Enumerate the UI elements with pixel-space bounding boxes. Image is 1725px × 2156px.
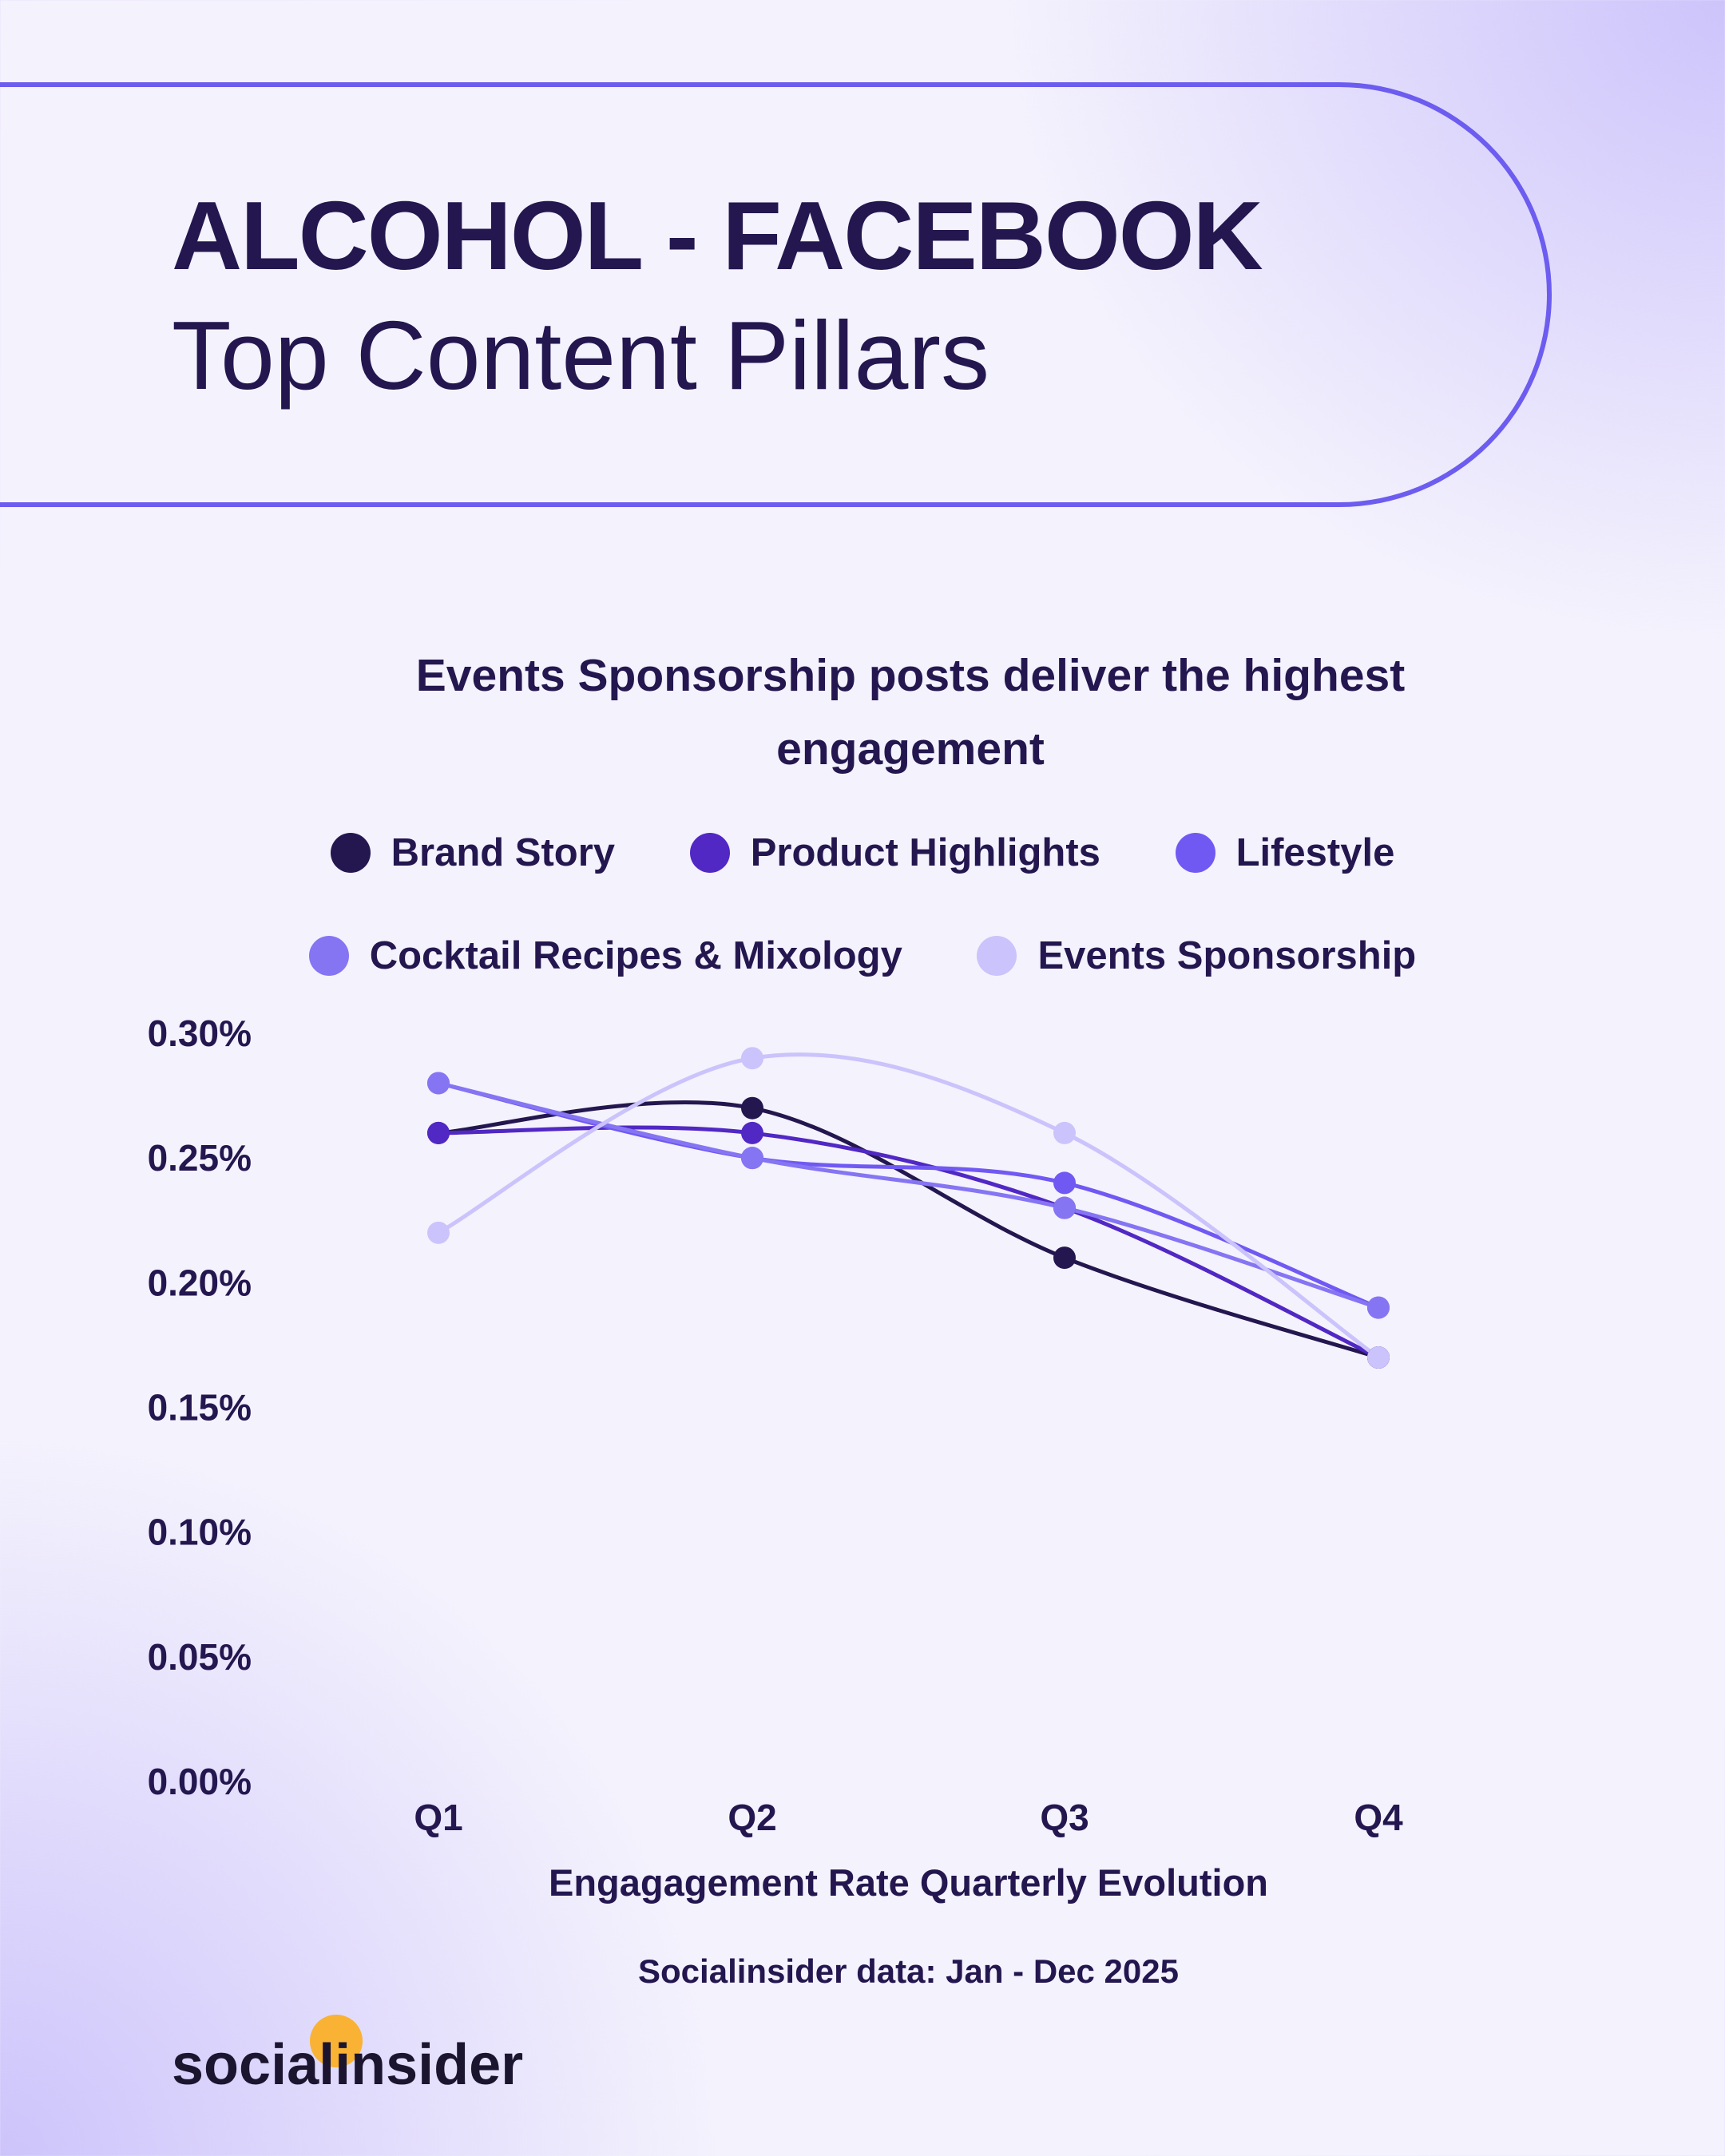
x-tick-label: Q2	[728, 1797, 776, 1838]
legend-label: Events Sponsorship	[1037, 934, 1417, 977]
legend-item-cocktail-recipes: Cocktail Recipes & Mixology	[308, 933, 902, 978]
legend-dot-icon	[330, 833, 371, 873]
legend-item-brand-story: Brand Story	[330, 830, 616, 875]
data-point	[1367, 1296, 1390, 1319]
y-tick-label: 0.00%	[148, 1761, 252, 1802]
header-frame	[0, 82, 1552, 507]
legend-item-lifestyle: Lifestyle	[1175, 830, 1395, 875]
data-point	[427, 1221, 450, 1244]
data-point	[1053, 1171, 1076, 1195]
data-point	[741, 1121, 763, 1144]
page-title: ALCOHOL - FACEBOOK	[172, 181, 1263, 290]
data-point	[1367, 1346, 1390, 1369]
chart-title: Events Sponsorship posts deliver the hig…	[415, 650, 1406, 775]
y-tick-label: 0.10%	[148, 1512, 252, 1553]
y-tick-label: 0.20%	[148, 1262, 252, 1303]
y-tick-label: 0.25%	[148, 1137, 252, 1179]
x-axis-label: Engagagement Rate Quarterly Evolution	[548, 1861, 1268, 1904]
legend-dot-icon	[689, 833, 730, 873]
page-subtitle: Top Content Pillars	[172, 301, 989, 410]
series-line	[438, 1081, 1379, 1310]
data-point	[741, 1096, 763, 1120]
data-point	[1053, 1121, 1076, 1144]
data-point	[427, 1121, 450, 1144]
series-line	[437, 1052, 1380, 1360]
data-point	[427, 1072, 450, 1095]
legend-label: Lifestyle	[1235, 831, 1395, 874]
data-point	[1053, 1246, 1076, 1270]
y-tick-label: 0.30%	[148, 1013, 252, 1054]
legend-row-1: Brand Story Product Highlights Lifestyle	[0, 830, 1725, 882]
y-tick-label: 0.15%	[148, 1387, 252, 1429]
socialinsider-logo: socialinsider	[172, 2033, 524, 2097]
data-point	[1053, 1196, 1076, 1219]
legend-dot-icon	[308, 936, 349, 976]
legend-label: Cocktail Recipes & Mixology	[369, 934, 902, 977]
legend-item-events-sponsorship: Events Sponsorship	[977, 933, 1416, 978]
legend-label: Brand Story	[391, 831, 616, 874]
data-point	[741, 1147, 763, 1170]
series-line	[438, 1100, 1379, 1360]
legend-dot-icon	[1175, 833, 1215, 873]
legend-dot-icon	[977, 936, 1017, 976]
data-point	[741, 1047, 763, 1070]
logo-smiley-icon	[310, 2015, 363, 2067]
x-tick-label: Q4	[1354, 1797, 1403, 1838]
series-line	[438, 1125, 1380, 1360]
legend-label: Product Highlights	[750, 831, 1100, 874]
x-tick-label: Q3	[1040, 1797, 1089, 1838]
legend-row-2: Cocktail Recipes & Mixology Events Spons…	[0, 933, 1725, 985]
y-tick-label: 0.05%	[148, 1636, 252, 1678]
x-tick-label: Q1	[414, 1797, 462, 1838]
source-note: Socialinsider data: Jan - Dec 2025	[638, 1952, 1179, 1990]
legend-item-product-highlights: Product Highlights	[689, 830, 1100, 875]
